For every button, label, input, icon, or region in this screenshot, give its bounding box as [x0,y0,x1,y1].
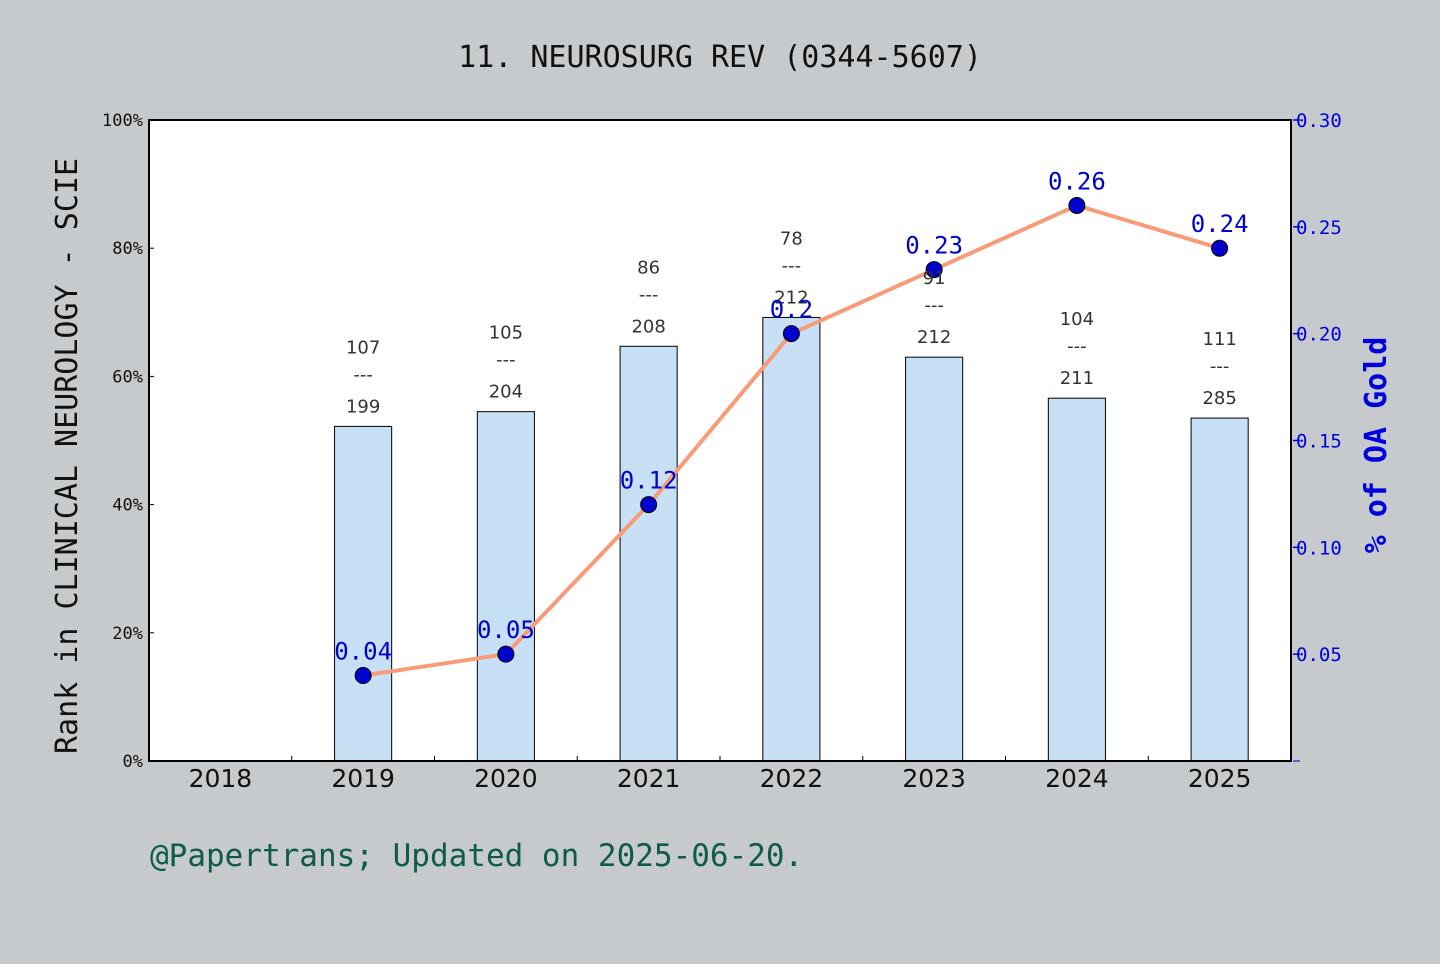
chart-title: 11. NEUROSURG REV (0344-5607) [458,40,982,75]
left-axis-label: Rank in CLINICAL NEUROLOGY - SCIE [50,158,85,754]
oa-point-2020 [497,645,515,663]
rank-label-2025: 111 [1202,329,1236,350]
total-label-2021: 208 [631,316,665,337]
total-label-2025: 285 [1202,388,1236,409]
right-tick-label-2: 0.15 [1296,431,1342,453]
rank-separator-2020: --- [496,350,516,371]
rank-separator-2025: --- [1210,356,1230,377]
plot-frame [148,119,1292,762]
right-tick-label-5: 0.30 [1296,110,1342,132]
oa-point-2019 [354,667,372,685]
oa-label-2025: 0.24 [1191,210,1249,238]
data-labels-group: 107 --- 199 105 --- 204 86 --- 208 78 --- 212 91 --- 2… [334,167,1248,665]
x-tick-label-2019: 2019 [331,764,395,793]
rank-label-2023: 91 [923,268,946,289]
left-tick-label-2: 40% [112,496,143,516]
oa-label-2024: 0.26 [1048,167,1106,195]
bar-2024 [1047,397,1106,762]
oa-point-2024 [1068,196,1086,214]
bar-2020 [476,411,535,762]
right-tick-label-3: 0.20 [1296,324,1342,346]
left-tick-label-5: 100% [102,111,143,131]
oa-label-2019: 0.04 [334,638,392,666]
oa-point-2025 [1211,239,1229,257]
rank-label-2021: 86 [637,257,660,278]
axes-group: 0% 20% 40% 60% 80% 100% 0.05 0.10 0.15 0.20 0.25 0.… [102,110,1342,793]
rank-separator-2021: --- [639,284,659,305]
total-label-2020: 204 [489,382,523,403]
oa-label-2020: 0.05 [477,616,535,644]
right-axis-label: % of OA Gold [1359,337,1394,554]
oa-label-2022: 0.2 [770,296,813,324]
oa-line-group [354,196,1229,685]
plot-area [149,120,1291,761]
left-tick-label-3: 60% [112,367,143,387]
rank-label-2022: 78 [780,228,803,249]
rank-separator-2022: --- [782,255,802,276]
left-tick-label-1: 20% [112,624,143,644]
right-tick-label-0: 0.05 [1296,644,1342,666]
right-tick-label-4: 0.25 [1296,217,1342,239]
bar-2025 [1190,417,1249,762]
x-tick-label-2025: 2025 [1188,764,1252,793]
bar-2023 [905,356,964,762]
oa-label-2021: 0.12 [620,467,678,495]
total-label-2024: 211 [1060,368,1094,389]
left-tick-label-4: 80% [112,239,143,259]
bars-group [334,316,1249,762]
x-tick-label-2018: 2018 [189,764,253,793]
rank-separator-2024: --- [1067,336,1087,357]
rank-separator-2019: --- [353,364,373,385]
bar-2021 [619,345,678,762]
rank-separator-2023: --- [924,295,944,316]
total-label-2019: 199 [346,396,380,417]
rank-label-2024: 104 [1060,309,1094,330]
bar-2019 [334,425,393,762]
right-tick-label-1: 0.10 [1296,537,1342,559]
x-tick-label-2024: 2024 [1045,764,1109,793]
x-tick-label-2020: 2020 [474,764,538,793]
oa-label-2023: 0.23 [905,232,963,260]
bar-2022 [762,316,821,762]
x-tick-label-2022: 2022 [760,764,824,793]
footer-credit: @Papertrans; Updated on 2025-06-20. [150,838,803,874]
x-tick-label-2023: 2023 [902,764,966,793]
x-tick-label-2021: 2021 [617,764,681,793]
rank-label-2019: 107 [346,337,380,358]
oa-point-2023 [925,261,943,279]
total-label-2022: 212 [774,287,808,308]
left-tick-label-0: 0% [123,752,143,772]
oa-point-2022 [782,325,800,343]
rank-label-2020: 105 [489,323,523,344]
oa-point-2021 [640,496,658,514]
total-label-2023: 212 [917,327,951,348]
